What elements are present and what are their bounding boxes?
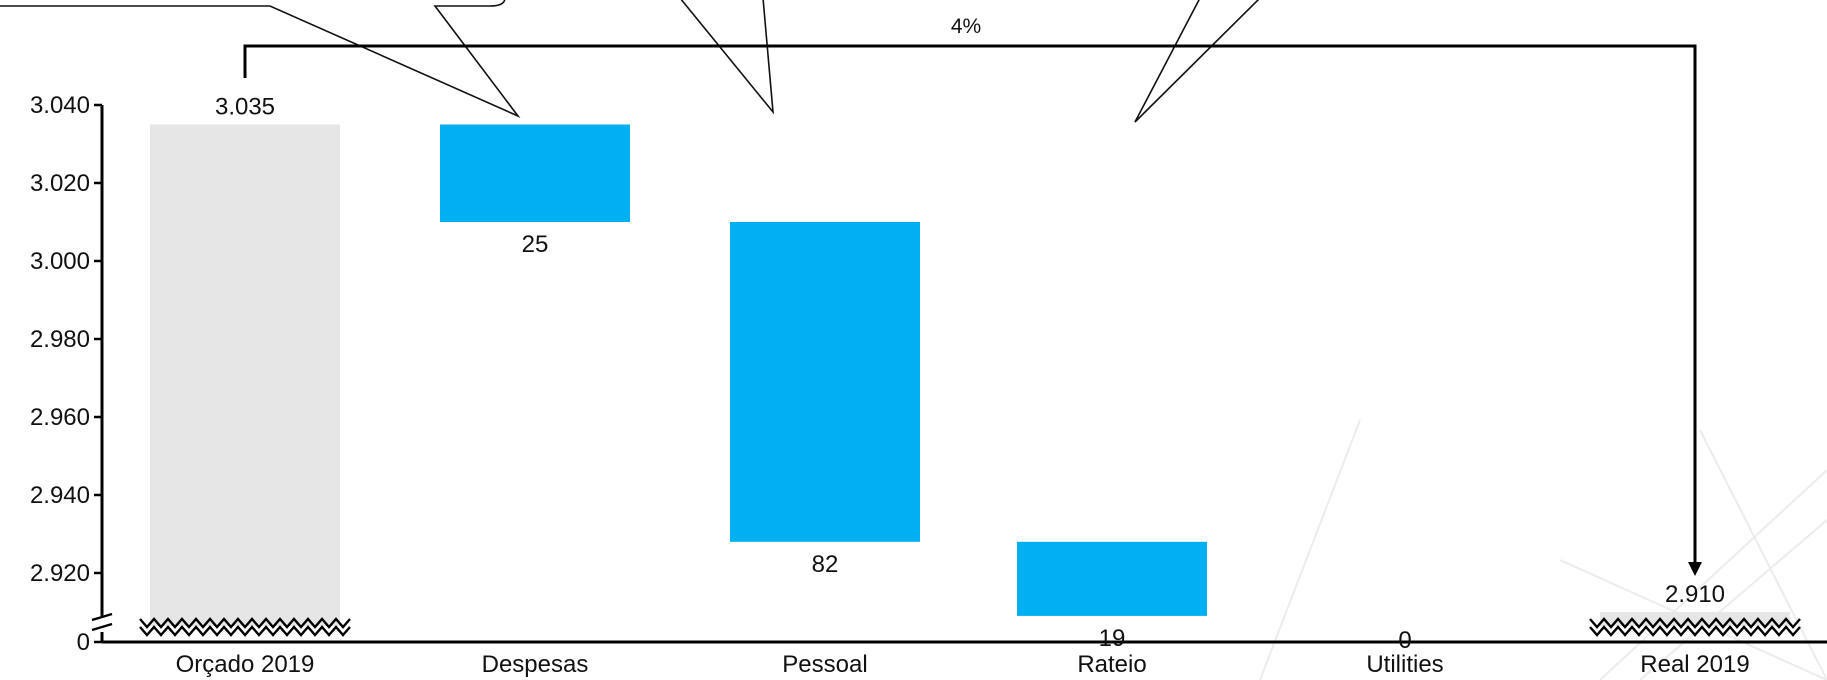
difference-percent-label: 4% [951,15,981,38]
data-label-orçado-2019: 3.035 [215,94,275,121]
labels-group: 3.035 Orçado 2019 25 Despesas 82 Pessoal 19Rat… [30,92,1750,678]
y-tick-label: 3.040 [30,92,90,119]
axis-break-wave [139,617,351,629]
y-tick-label: 2.960 [30,404,90,431]
bar-orçado-2019 [150,124,340,626]
y-tick-label: 3.000 [30,248,90,275]
bar-pessoal [730,222,920,542]
data-label-pessoal: 82 [812,551,839,578]
y-tick-label: 3.020 [30,170,90,197]
data-label-rateio: 19 [1099,625,1126,652]
bars-group [150,124,1790,626]
y-tick-label: 2.980 [30,326,90,353]
category-label-despesas: Despesas [482,651,589,678]
data-label-despesas: 25 [522,231,549,258]
y-tick-label: 2.940 [30,482,90,509]
axis-break-wave [1589,625,1801,637]
y-tick-label: 2.920 [30,560,90,587]
category-label-orçado-2019: Orçado 2019 [176,651,315,678]
callout-pessoal [680,0,775,115]
data-label-utilities: 0 [1398,627,1411,654]
difference-bracket: 4% [243,15,1702,576]
difference-arrowhead [1688,562,1702,576]
axes-group [91,103,1827,644]
axis-break-wave [139,625,351,637]
category-label-utilities: Utilities [1366,651,1443,678]
category-label-rateio: Rateio [1077,651,1146,678]
data-label-real-2019: 2.910 [1665,581,1725,608]
bar-rateio [1017,541,1207,616]
y-tick-label-zero: 0 [77,629,90,656]
callout-despesas [0,0,521,118]
axis-break-marks [139,617,1801,637]
callout-boxes [0,0,1260,123]
bar-despesas [440,124,630,222]
difference-bracket-line [243,44,1697,562]
y-axis-break-mark [91,612,113,632]
category-label-pessoal: Pessoal [782,651,867,678]
axis-break-wave [1589,617,1801,629]
category-label-real-2019: Real 2019 [1640,651,1749,678]
callout-rateio [1134,0,1260,123]
